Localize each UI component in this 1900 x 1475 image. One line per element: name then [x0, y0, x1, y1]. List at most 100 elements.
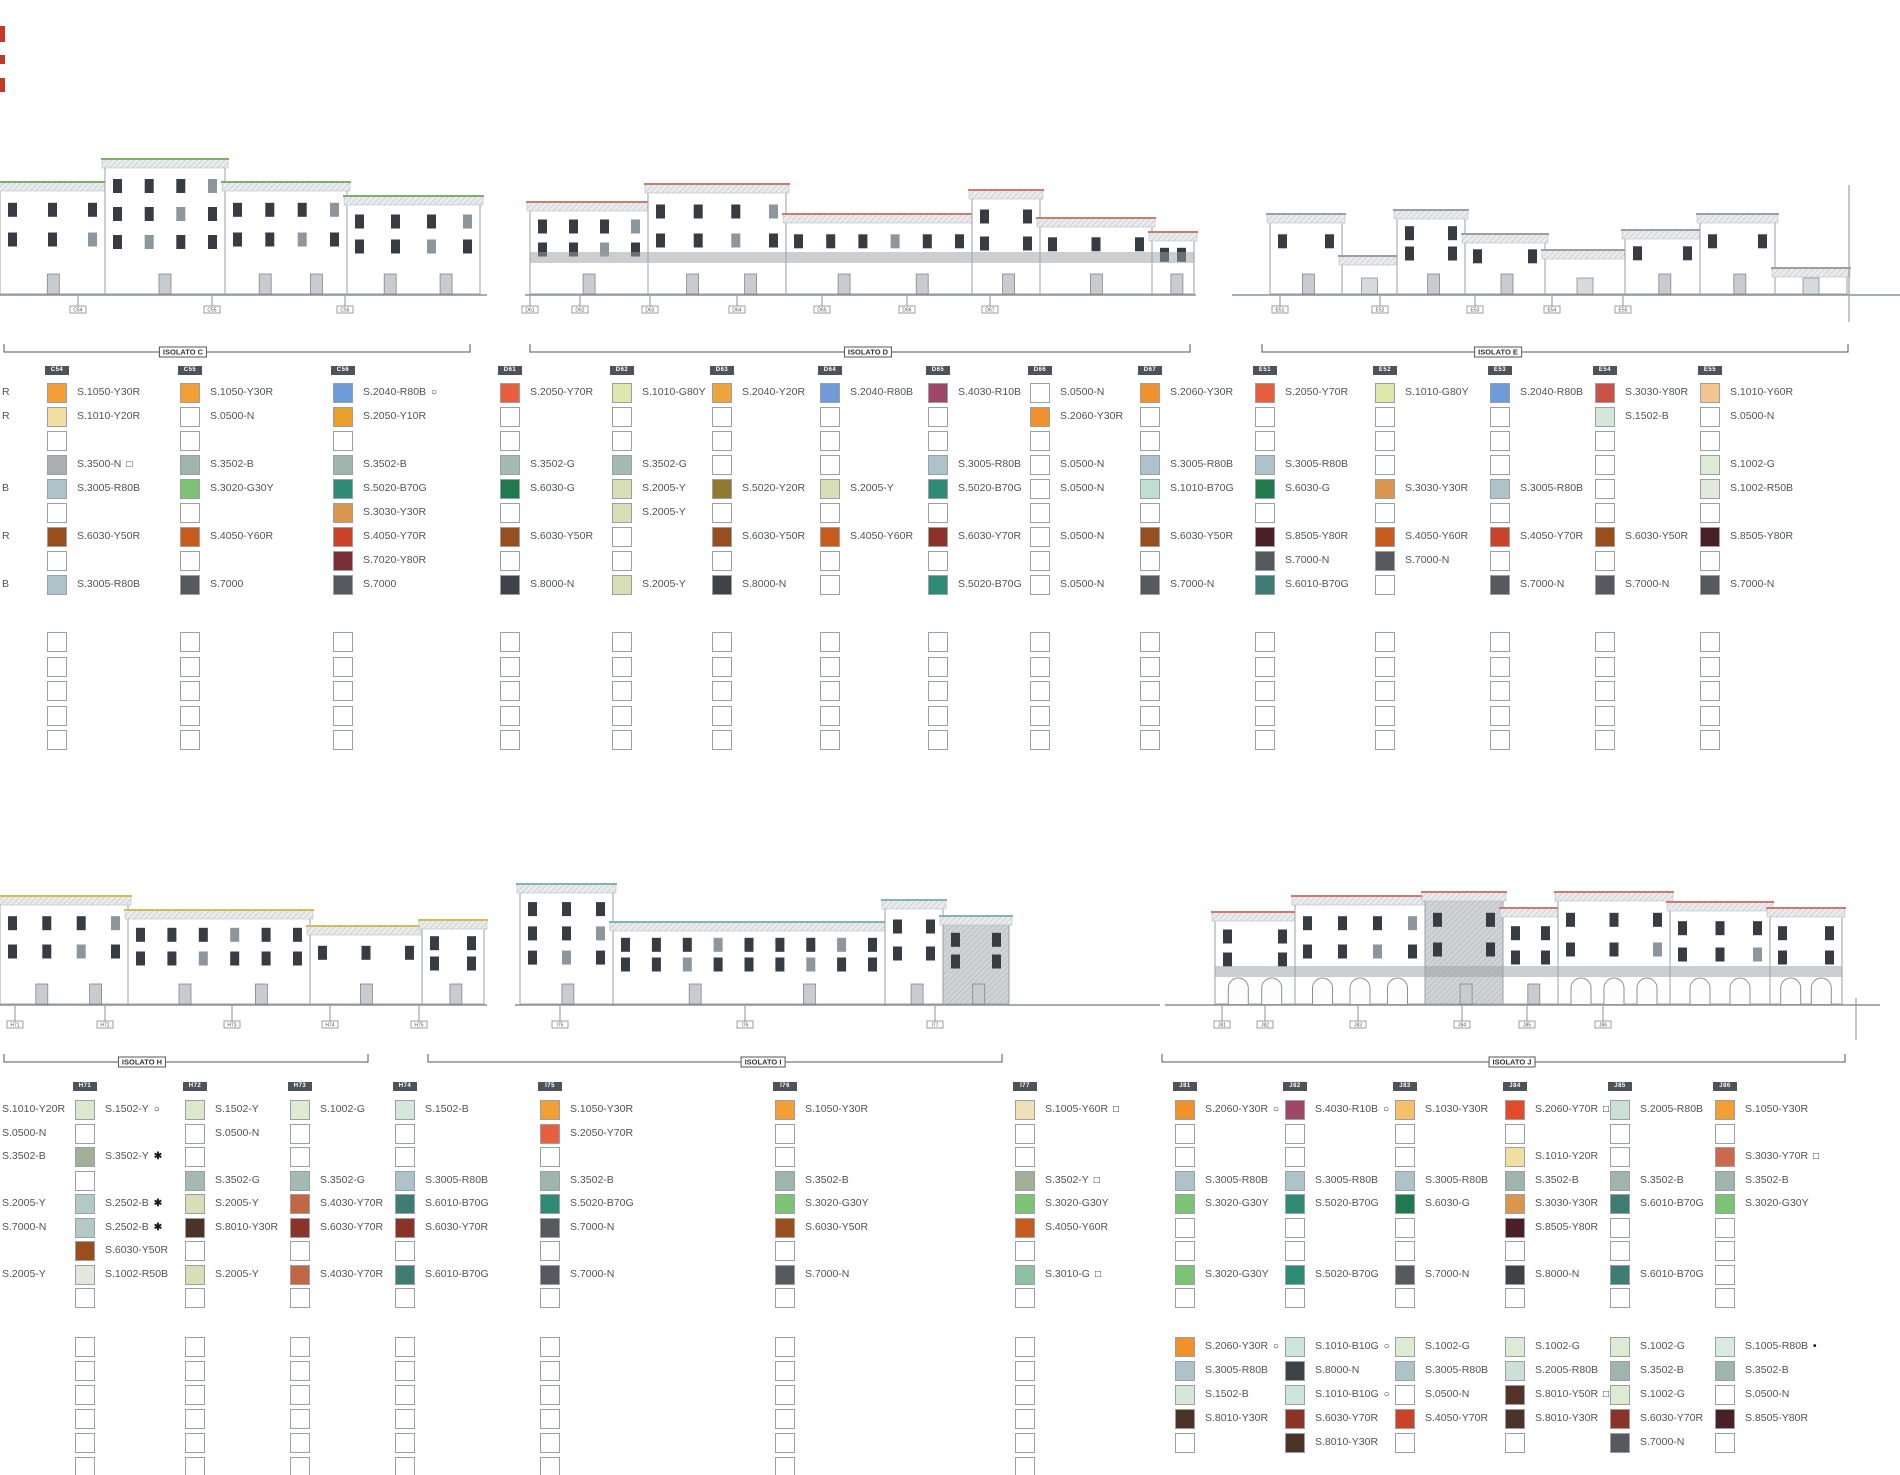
empty-swatch — [180, 681, 200, 701]
cut-edge-mark — [0, 55, 5, 64]
color-swatch — [1715, 1361, 1735, 1381]
window — [1825, 950, 1834, 965]
window — [562, 926, 571, 941]
empty-swatch — [333, 656, 353, 677]
window — [951, 932, 960, 947]
window — [427, 239, 436, 254]
empty-swatch — [540, 1147, 560, 1167]
window — [111, 944, 120, 959]
empty-swatch — [290, 1147, 310, 1167]
color-code-label: S.1010-Y60R — [1730, 386, 1794, 398]
window — [1633, 246, 1642, 261]
empty-swatch — [1395, 1433, 1415, 1453]
color-swatch — [1595, 383, 1615, 403]
isolato-label: ISOLATO I — [740, 1056, 786, 1068]
color-code-label: S.1010-B10G ○ — [1315, 1388, 1390, 1400]
color-code-label: S.8000-N — [742, 578, 787, 590]
color-swatch — [47, 383, 67, 403]
color-swatch — [1175, 1385, 1195, 1405]
color-swatch — [1375, 383, 1395, 403]
window — [355, 239, 364, 254]
building-tag — [736, 1020, 754, 1029]
window — [1678, 947, 1687, 962]
color-swatch — [333, 455, 353, 475]
empty-swatch — [1375, 705, 1395, 726]
color-swatch — [1175, 1194, 1195, 1214]
color-swatch — [47, 575, 67, 595]
building-roof — [1421, 891, 1507, 902]
portico-arch — [1387, 977, 1408, 1004]
color-swatch — [1375, 551, 1395, 571]
empty-swatch — [185, 1433, 205, 1453]
building-tag-code: H73 — [227, 1022, 236, 1028]
empty-swatch — [75, 1433, 95, 1453]
empty-swatch — [1175, 1241, 1195, 1261]
window — [1511, 950, 1520, 965]
color-code-label: S.4050-Y70R — [1520, 530, 1584, 542]
empty-swatch — [1030, 503, 1050, 523]
color-swatch — [1375, 479, 1395, 499]
empty-swatch — [75, 1170, 95, 1191]
color-code-label: S.4030-R10B — [958, 386, 1022, 398]
building-roof — [1554, 891, 1674, 902]
color-swatch — [1140, 479, 1160, 499]
color-code-label: S.8010-Y30R — [215, 1220, 279, 1233]
color-code-label: S.2040-R80B ○ — [363, 386, 438, 398]
empty-swatch — [1700, 632, 1720, 652]
color-swatch — [540, 1264, 560, 1285]
window — [631, 242, 640, 257]
empty-swatch — [775, 1361, 795, 1381]
color-code-label: S.6030-Y70R — [425, 1220, 489, 1233]
window — [1223, 929, 1232, 944]
window — [621, 957, 630, 972]
color-code-label: S.5020-B70G — [570, 1197, 634, 1209]
color-code-label: S.5020-B70G — [958, 482, 1022, 494]
building-tag — [898, 305, 916, 314]
window — [596, 902, 605, 917]
color-swatch — [1140, 455, 1160, 475]
color-code-label: S.1010-B10G ○ — [1315, 1340, 1390, 1352]
window — [713, 937, 723, 952]
color-code-label: S.3020-G30Y — [1745, 1197, 1809, 1209]
color-code-label: S.7000-N — [1520, 578, 1565, 590]
empty-swatch — [1490, 681, 1510, 701]
color-swatch — [185, 1194, 205, 1214]
color-code-label: S.3005-R80B — [425, 1173, 489, 1186]
color-code-label: S.3502-B — [570, 1173, 614, 1186]
color-code-label: S.4050-Y70R — [1425, 1412, 1489, 1424]
empty-swatch — [712, 407, 732, 427]
door — [89, 983, 102, 1005]
color-code-label: S.1005-R80B • — [1745, 1340, 1817, 1352]
color-code-label: S.1050-Y30R — [1745, 1103, 1809, 1115]
empty-swatch — [290, 1409, 310, 1429]
building-roof — [526, 201, 652, 212]
empty-swatch — [1140, 407, 1160, 427]
cut-color-code-label: B — [2, 482, 10, 494]
empty-swatch — [1285, 1288, 1305, 1308]
gate — [1576, 277, 1594, 295]
window — [744, 957, 754, 972]
window — [88, 202, 97, 217]
building-tag-code: D61 — [525, 307, 534, 313]
color-code-label: S.2040-R80B — [1520, 386, 1584, 398]
finish-symbol: □ — [1813, 1151, 1820, 1162]
color-code-label: S.0500-N — [1060, 482, 1105, 494]
color-swatch — [47, 479, 67, 499]
color-swatch — [712, 575, 732, 595]
window — [651, 957, 661, 972]
empty-swatch — [1015, 1457, 1035, 1475]
empty-swatch — [1595, 681, 1615, 701]
empty-swatch — [928, 431, 948, 451]
finish-symbol: ○ — [1383, 1104, 1390, 1115]
color-swatch — [1610, 1264, 1630, 1285]
color-code-label: S.3502-G — [530, 458, 575, 470]
color-swatch — [1700, 455, 1720, 475]
color-swatch — [1285, 1433, 1305, 1453]
empty-swatch — [290, 1241, 310, 1261]
empty-swatch — [1715, 1241, 1735, 1261]
window — [1325, 234, 1334, 249]
color-swatch — [1015, 1217, 1035, 1238]
empty-swatch — [1595, 503, 1615, 523]
empty-swatch — [1490, 455, 1510, 475]
window — [656, 233, 665, 248]
